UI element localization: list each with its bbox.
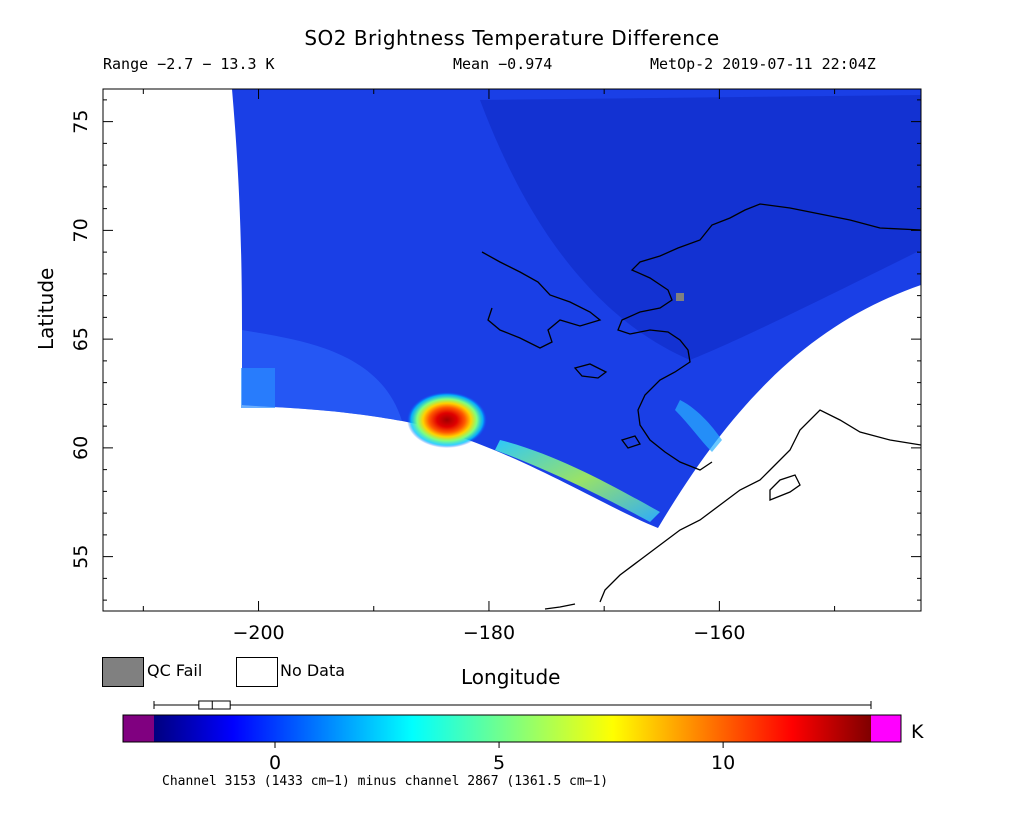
colorbar-frame xyxy=(122,714,902,743)
swath-light-edge xyxy=(242,330,402,421)
st-lawrence-island xyxy=(573,363,608,379)
x-tick-label: −160 xyxy=(693,622,745,644)
kodiak-area xyxy=(769,474,801,501)
qc-fail-label: QC Fail xyxy=(147,661,203,680)
y-axis-label: Latitude xyxy=(34,267,58,350)
coastlines xyxy=(481,203,921,610)
swath-layer xyxy=(232,89,921,528)
so2-hotspot xyxy=(407,392,487,448)
no-data-swatch xyxy=(236,657,278,687)
no-data-label: No Data xyxy=(280,661,346,680)
y-tick-label: 70 xyxy=(70,218,92,242)
qc-fail-pixel xyxy=(676,293,684,301)
aleutian-chain xyxy=(544,603,576,610)
range-text: Range −2.7 − 13.3 K xyxy=(103,55,275,73)
colorbar-boxplot xyxy=(153,700,872,710)
chukotka-coast xyxy=(481,251,602,349)
x-axis-label: Longitude xyxy=(461,665,561,689)
colorbar-unit: K xyxy=(911,721,924,743)
mean-text: Mean −0.974 xyxy=(453,55,553,73)
alaska-peninsula xyxy=(599,409,921,603)
satellite-time-text: MetOp-2 2019-07-11 22:04Z xyxy=(650,55,876,73)
plot-frame xyxy=(102,88,922,612)
chart-title: SO2 Brightness Temperature Difference xyxy=(304,26,720,50)
right-edge-plume xyxy=(675,400,722,452)
colorbar-gradient xyxy=(154,715,871,742)
y-axis-ticks: 55 60 65 70 75 xyxy=(70,99,921,601)
alaska-coast xyxy=(617,203,921,471)
colorbar-tick-label: 10 xyxy=(711,752,735,774)
y-tick-label: 60 xyxy=(70,436,92,460)
colorbar-tick-label: 0 xyxy=(269,752,281,774)
colorbar-ticks: 0 5 10 xyxy=(269,742,735,774)
nunivak-island xyxy=(620,435,641,449)
y-tick-label: 65 xyxy=(70,327,92,351)
colorbar-tick-label: 5 xyxy=(493,752,505,774)
qc-fail-swatch xyxy=(102,657,144,687)
swath-edge-cells xyxy=(241,368,275,408)
secondary-plume xyxy=(495,440,660,522)
channel-footnote: Channel 3153 (1433 cm−1) minus channel 2… xyxy=(162,774,609,789)
colorbar-over xyxy=(871,715,901,742)
x-tick-label: −180 xyxy=(463,622,515,644)
colorbar xyxy=(122,714,902,743)
y-tick-label: 75 xyxy=(70,110,92,134)
colorbar-under xyxy=(123,715,154,742)
y-tick-label: 55 xyxy=(70,545,92,569)
swath-dark-region xyxy=(480,95,921,360)
x-tick-label: −200 xyxy=(232,622,284,644)
x-axis-ticks: −200 −180 −160 xyxy=(142,89,836,644)
boxplot-box xyxy=(198,700,231,710)
